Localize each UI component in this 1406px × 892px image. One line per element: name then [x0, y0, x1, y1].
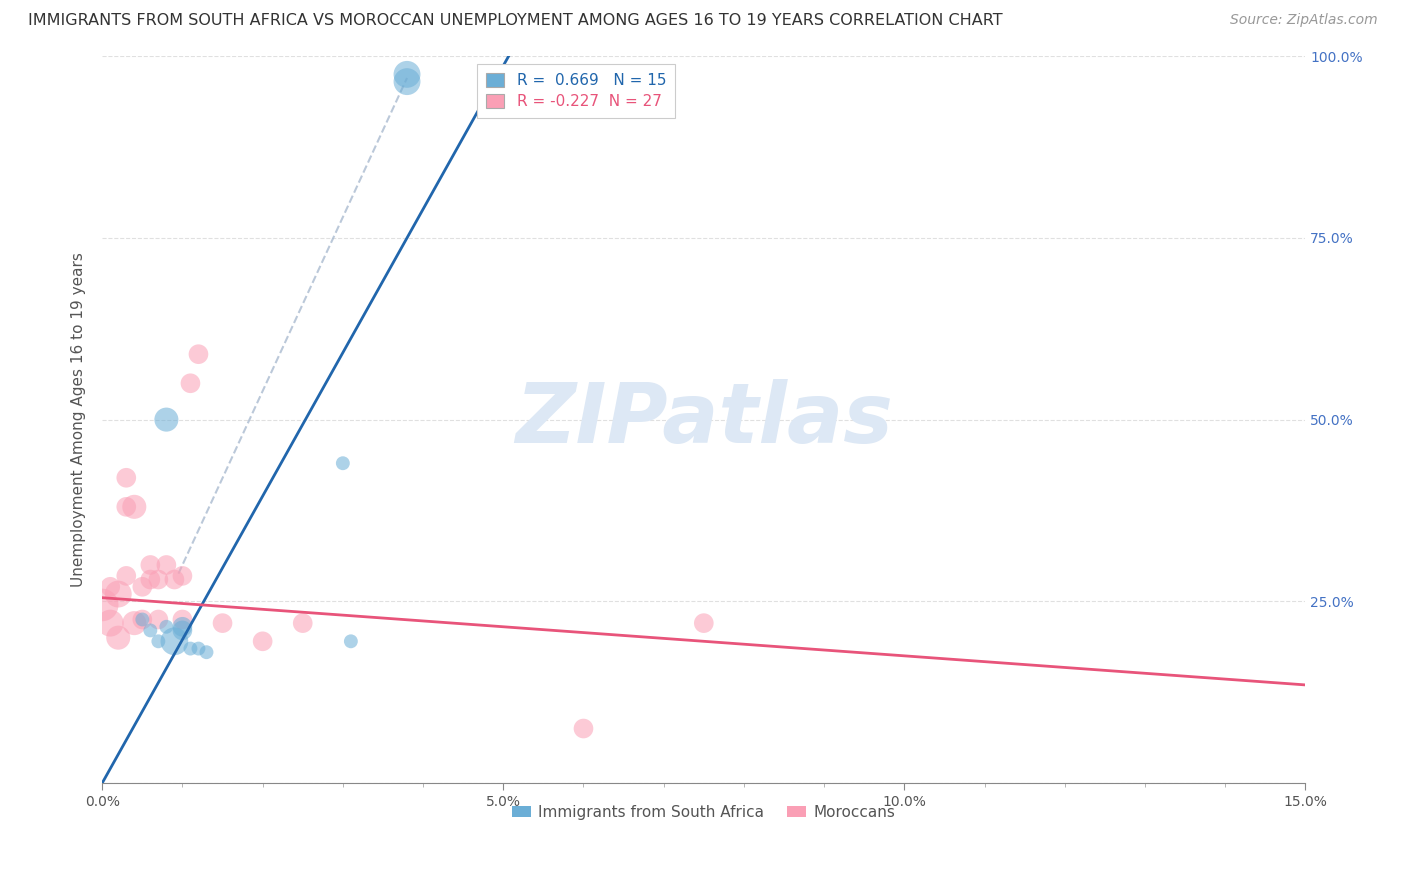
Point: [172, 569, 194, 583]
Point: [187, 641, 209, 656]
Point: [332, 456, 354, 470]
Point: [115, 471, 138, 485]
Point: [291, 616, 314, 631]
Text: ZIPatlas: ZIPatlas: [515, 379, 893, 460]
Point: [148, 613, 170, 627]
Point: [340, 634, 363, 648]
Legend: Immigrants from South Africa, Moroccans: Immigrants from South Africa, Moroccans: [506, 799, 901, 826]
Point: [131, 580, 153, 594]
Point: [163, 573, 186, 587]
Text: Source: ZipAtlas.com: Source: ZipAtlas.com: [1230, 13, 1378, 28]
Point: [179, 376, 201, 391]
Point: [115, 500, 138, 514]
Point: [172, 624, 194, 638]
Point: [172, 613, 194, 627]
Point: [179, 641, 201, 656]
Point: [115, 569, 138, 583]
Point: [124, 616, 146, 631]
Text: IMMIGRANTS FROM SOUTH AFRICA VS MOROCCAN UNEMPLOYMENT AMONG AGES 16 TO 19 YEARS : IMMIGRANTS FROM SOUTH AFRICA VS MOROCCAN…: [28, 13, 1002, 29]
Point: [91, 598, 114, 612]
Point: [148, 573, 170, 587]
Point: [155, 558, 177, 572]
Point: [395, 75, 418, 89]
Point: [98, 616, 121, 631]
Point: [195, 645, 218, 659]
Point: [148, 634, 170, 648]
Point: [139, 558, 162, 572]
Point: [187, 347, 209, 361]
Point: [131, 613, 153, 627]
Point: [572, 722, 595, 736]
Point: [693, 616, 716, 631]
Point: [211, 616, 233, 631]
Point: [98, 580, 121, 594]
Point: [107, 587, 129, 601]
Point: [252, 634, 274, 648]
Point: [139, 573, 162, 587]
Point: [139, 624, 162, 638]
Point: [395, 67, 418, 81]
Point: [131, 613, 153, 627]
Point: [124, 500, 146, 514]
Point: [163, 634, 186, 648]
Point: [107, 631, 129, 645]
Point: [155, 412, 177, 426]
Point: [155, 620, 177, 634]
Point: [172, 620, 194, 634]
Y-axis label: Unemployment Among Ages 16 to 19 years: Unemployment Among Ages 16 to 19 years: [72, 252, 86, 587]
